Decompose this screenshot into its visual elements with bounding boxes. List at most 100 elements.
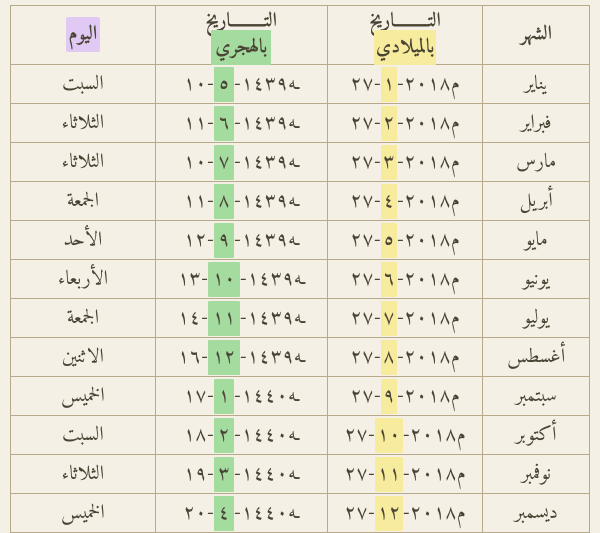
- hijri-pre: ٢٠-: [183, 496, 214, 531]
- hijri-pre: ١٨-: [183, 418, 214, 453]
- hijri-month-highlight: ٦: [214, 106, 234, 141]
- table-row: سبتمبر٢٧-٩-٢٠١٨م١٧-١-١٤٤٠هـالخميس: [11, 377, 590, 416]
- header-month-text: الشهر: [520, 17, 552, 52]
- hijri-pre: ١١-: [183, 184, 214, 219]
- header-hijri-line2: بالهجري: [211, 30, 271, 65]
- hijri-pre: ١٠-: [183, 145, 214, 180]
- header-day: اليوم: [11, 6, 156, 65]
- hijri-month-highlight: ١: [214, 379, 234, 414]
- day-cell: الجمعة: [11, 299, 156, 338]
- hijri-date-cell: ١٧-١-١٤٤٠هـ: [155, 377, 327, 416]
- greg-post: -٢٠١٨م: [403, 496, 466, 531]
- month-cell: أغسطس: [483, 338, 590, 377]
- calendar-table: الشهر التـــــــــاريخ بالميلادي التــــ…: [10, 5, 590, 533]
- table-row: نوفمبر٢٧-١١-٢٠١٨م١٩-٣-١٤٤٠هـالثلاثاء: [11, 455, 590, 494]
- hijri-date-cell: ١٤-١١-١٤٣٩هـ: [155, 299, 327, 338]
- greg-month-highlight: ٩: [381, 379, 397, 414]
- greg-pre: ٢٧-: [344, 457, 375, 492]
- hijri-month-highlight: ٥: [214, 67, 234, 102]
- calendar-body: يناير٢٧-١-٢٠١٨م١٠-٥-١٤٣٩هـالسبتفبراير٢٧-…: [11, 65, 590, 533]
- greg-month-highlight: ٣: [381, 145, 397, 180]
- gregorian-date-cell: ٢٧-٧-٢٠١٨م: [327, 299, 483, 338]
- table-row: مايو٢٧-٥-٢٠١٨م١٢-٩-١٤٣٩هـالأحد: [11, 221, 590, 260]
- hijri-month-highlight: ٨: [214, 184, 234, 219]
- greg-pre: ٢٧-: [350, 106, 381, 141]
- hijri-pre: ١٧-: [183, 379, 214, 414]
- hijri-post: -١٤٣٩هـ: [240, 262, 305, 297]
- hijri-pre: ١٢-: [183, 223, 214, 258]
- greg-month-highlight: ٦: [381, 262, 397, 297]
- greg-pre: ٢٧-: [350, 262, 381, 297]
- greg-month-highlight: ٨: [381, 340, 397, 375]
- header-gregorian-line2: بالميلادي: [374, 30, 436, 65]
- greg-post: -٢٠١٨م: [397, 223, 460, 258]
- hijri-post: -١٤٣٩هـ: [240, 301, 305, 336]
- header-row: الشهر التـــــــــاريخ بالميلادي التــــ…: [11, 6, 590, 65]
- gregorian-date-cell: ٢٧-٩-٢٠١٨م: [327, 377, 483, 416]
- greg-month-highlight: ٤: [381, 184, 397, 219]
- hijri-post: -١٤٤٠هـ: [234, 379, 299, 414]
- hijri-month-highlight: ٩: [214, 223, 234, 258]
- hijri-post: -١٤٣٩هـ: [240, 340, 305, 375]
- header-month: الشهر: [483, 6, 590, 65]
- greg-pre: ٢٧-: [350, 67, 381, 102]
- month-cell: نوفمبر: [483, 455, 590, 494]
- hijri-pre: ١٦-: [177, 340, 208, 375]
- gregorian-date-cell: ٢٧-٨-٢٠١٨م: [327, 338, 483, 377]
- hijri-month-highlight: ١١: [208, 301, 239, 336]
- hijri-date-cell: ١٣-١٠-١٤٣٩هـ: [155, 260, 327, 299]
- hijri-post: -١٤٣٩هـ: [234, 223, 299, 258]
- calendar-table-container: الشهر التـــــــــاريخ بالميلادي التــــ…: [0, 0, 600, 528]
- greg-pre: ٢٧-: [350, 145, 381, 180]
- greg-post: -٢٠١٨م: [397, 340, 460, 375]
- month-cell: أكتوبر: [483, 416, 590, 455]
- gregorian-date-cell: ٢٧-٣-٢٠١٨م: [327, 143, 483, 182]
- greg-post: -٢٠١٨م: [397, 379, 460, 414]
- month-cell: سبتمبر: [483, 377, 590, 416]
- hijri-pre: ١٩-: [183, 457, 214, 492]
- hijri-post: -١٤٣٩هـ: [234, 145, 299, 180]
- gregorian-date-cell: ٢٧-١٠-٢٠١٨م: [327, 416, 483, 455]
- table-row: يونيو٢٧-٦-٢٠١٨م١٣-١٠-١٤٣٩هـالأربعاء: [11, 260, 590, 299]
- table-row: أغسطس٢٧-٨-٢٠١٨م١٦-١٢-١٤٣٩هـالاثنين: [11, 338, 590, 377]
- header-gregorian: التـــــــــاريخ بالميلادي: [327, 6, 483, 65]
- gregorian-date-cell: ٢٧-١٢-٢٠١٨م: [327, 494, 483, 533]
- hijri-post: -١٤٣٩هـ: [234, 106, 299, 141]
- greg-post: -٢٠١٨م: [397, 184, 460, 219]
- day-cell: الخميس: [11, 377, 156, 416]
- hijri-post: -١٤٤٠هـ: [234, 496, 299, 531]
- table-row: أكتوبر٢٧-١٠-٢٠١٨م١٨-٢-١٤٤٠هـالسبت: [11, 416, 590, 455]
- day-cell: الأحد: [11, 221, 156, 260]
- greg-month-highlight: ١: [381, 67, 397, 102]
- greg-pre: ٢٧-: [344, 418, 375, 453]
- hijri-pre: ١٠-: [183, 67, 214, 102]
- greg-post: -٢٠١٨م: [397, 301, 460, 336]
- hijri-pre: ١١-: [183, 106, 214, 141]
- gregorian-date-cell: ٢٧-١-٢٠١٨م: [327, 65, 483, 104]
- month-cell: يناير: [483, 65, 590, 104]
- hijri-date-cell: ١١-٦-١٤٣٩هـ: [155, 104, 327, 143]
- greg-pre: ٢٧-: [350, 184, 381, 219]
- header-hijri: التـــــــــاريخ بالهجري: [155, 6, 327, 65]
- month-cell: مارس: [483, 143, 590, 182]
- gregorian-date-cell: ٢٧-١١-٢٠١٨م: [327, 455, 483, 494]
- greg-post: -٢٠١٨م: [397, 67, 460, 102]
- hijri-month-highlight: ٤: [214, 496, 234, 531]
- gregorian-date-cell: ٢٧-٦-٢٠١٨م: [327, 260, 483, 299]
- gregorian-date-cell: ٢٧-٤-٢٠١٨م: [327, 182, 483, 221]
- hijri-date-cell: ١٠-٧-١٤٣٩هـ: [155, 143, 327, 182]
- day-cell: الثلاثاء: [11, 143, 156, 182]
- day-cell: الأربعاء: [11, 260, 156, 299]
- greg-pre: ٢٧-: [350, 340, 381, 375]
- hijri-date-cell: ١٨-٢-١٤٤٠هـ: [155, 416, 327, 455]
- month-cell: أبريل: [483, 182, 590, 221]
- table-row: يوليو٢٧-٧-٢٠١٨م١٤-١١-١٤٣٩هـالجمعة: [11, 299, 590, 338]
- hijri-post: -١٤٣٩هـ: [234, 67, 299, 102]
- table-row: مارس٢٧-٣-٢٠١٨م١٠-٧-١٤٣٩هـالثلاثاء: [11, 143, 590, 182]
- greg-post: -٢٠١٨م: [397, 106, 460, 141]
- table-row: أبريل٢٧-٤-٢٠١٨م١١-٨-١٤٣٩هـالجمعة: [11, 182, 590, 221]
- hijri-month-highlight: ١٢: [208, 340, 239, 375]
- day-cell: السبت: [11, 416, 156, 455]
- month-cell: فبراير: [483, 104, 590, 143]
- day-cell: الثلاثاء: [11, 455, 156, 494]
